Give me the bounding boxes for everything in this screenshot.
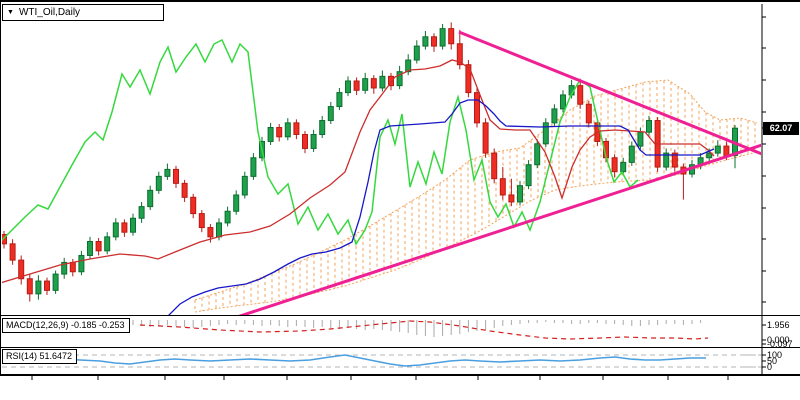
indicator-axis-label: 0.000	[767, 335, 790, 345]
macd-label: MACD(12,26,9) -0.185 -0.253	[6, 320, 125, 330]
macd-panel	[3, 320, 709, 340]
symbol-label-box[interactable]: ▼ WTI_Oil,Daily	[2, 4, 164, 21]
current-price-badge: 62.07	[763, 122, 799, 135]
dropdown-arrow-icon: ▼	[7, 9, 14, 16]
indicator-axis-label: -0.097	[767, 339, 793, 349]
indicator-axis-label: 50	[767, 356, 778, 366]
date-axis[interactable]: 13 Nov 201723 Nov 20175 Dec 201715 Dec 2…	[0, 376, 800, 400]
main-plot	[2, 22, 761, 315]
rsi-label: RSI(14) 51.6472	[6, 351, 73, 361]
indicator-axis-label: 0	[767, 362, 773, 372]
symbol-label: WTI_Oil,Daily	[18, 7, 81, 18]
trendline-upper	[458, 30, 761, 156]
indicator-axis-label: 100	[767, 350, 783, 360]
rsi-label-box: RSI(14) 51.6472	[2, 349, 78, 364]
indicator-axis-label: 1.956	[767, 320, 790, 330]
macd-label-box: MACD(12,26,9) -0.185 -0.253	[2, 318, 130, 333]
rsi-panel	[2, 354, 761, 368]
price-axis[interactable]: 66.8565.5064.1562.7561.4060.0058.6557.30…	[762, 2, 800, 374]
trendline-lower	[238, 143, 761, 315]
